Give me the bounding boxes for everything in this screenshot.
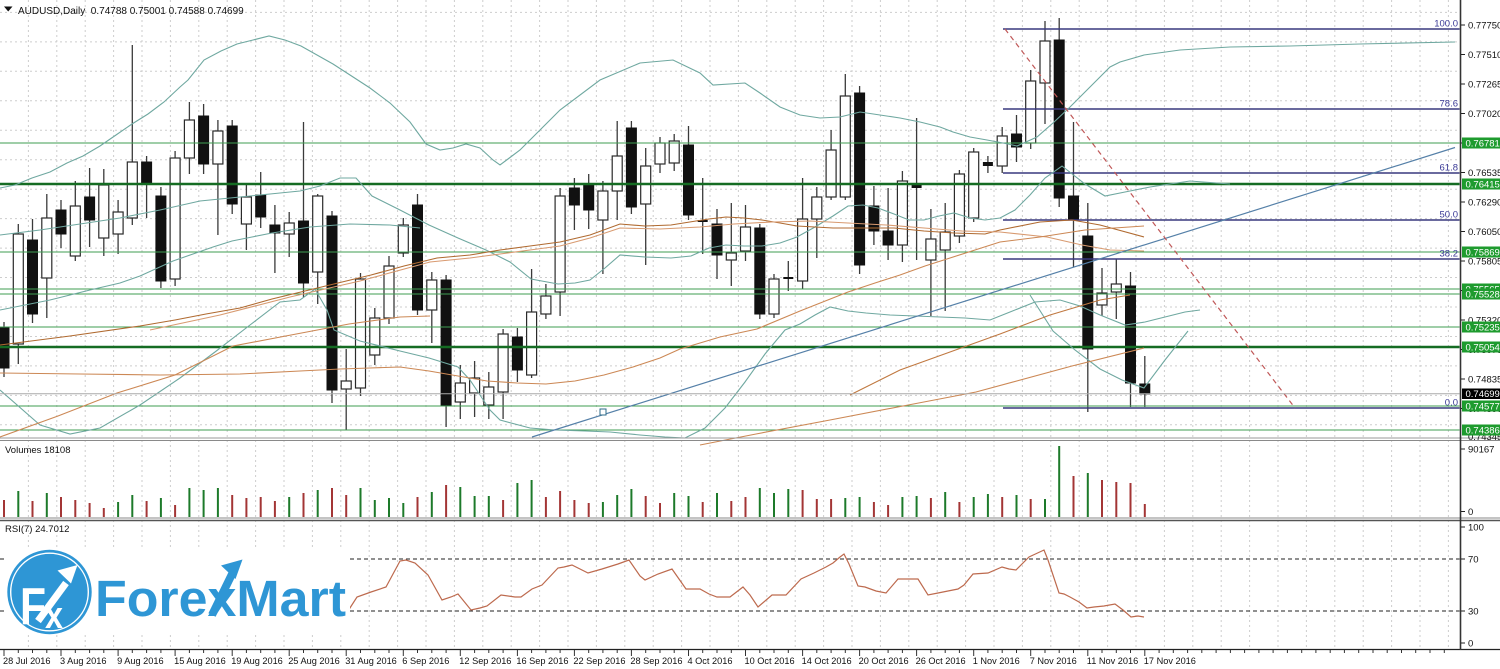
svg-text:7 Nov 2016: 7 Nov 2016 [1030,656,1077,666]
svg-text:22 Sep 2016: 22 Sep 2016 [573,656,625,666]
svg-text:9 Aug 2016: 9 Aug 2016 [117,656,164,666]
svg-text:15 Aug 2016: 15 Aug 2016 [174,656,226,666]
svg-text:0: 0 [1468,639,1473,650]
svg-text:0.74699: 0.74699 [1466,389,1500,400]
svg-text:10 Oct 2016: 10 Oct 2016 [745,656,795,666]
svg-text:28 Sep 2016: 28 Sep 2016 [630,656,682,666]
svg-text:61.8: 61.8 [1440,163,1459,174]
svg-text:25 Aug 2016: 25 Aug 2016 [288,656,340,666]
svg-text:26 Oct 2016: 26 Oct 2016 [916,656,966,666]
svg-text:0.76050: 0.76050 [1468,227,1500,238]
svg-text:38.2: 38.2 [1440,249,1459,260]
svg-text:12 Sep 2016: 12 Sep 2016 [459,656,511,666]
svg-text:0.75805: 0.75805 [1468,257,1500,268]
svg-text:16 Sep 2016: 16 Sep 2016 [516,656,568,666]
svg-text:RSI(7) 24.7012: RSI(7) 24.7012 [5,524,69,535]
svg-text:F: F [20,578,46,636]
svg-text:0.74835: 0.74835 [1468,375,1500,386]
svg-text:90167: 90167 [1468,445,1494,456]
svg-text:20 Oct 2016: 20 Oct 2016 [859,656,909,666]
svg-text:0.77510: 0.77510 [1468,50,1500,61]
svg-text:0.77750: 0.77750 [1468,21,1500,32]
svg-text:28 Jul 2016: 28 Jul 2016 [3,656,51,666]
svg-text:0.75054: 0.75054 [1466,343,1500,354]
svg-text:0.75235: 0.75235 [1466,323,1500,334]
svg-text:0.75869: 0.75869 [1466,248,1500,259]
svg-text:11 Nov 2016: 11 Nov 2016 [1087,656,1138,666]
svg-text:0.77265: 0.77265 [1468,80,1500,91]
svg-text:1 Nov 2016: 1 Nov 2016 [973,656,1020,666]
svg-text:31 Aug 2016: 31 Aug 2016 [345,656,397,666]
svg-text:3 Aug 2016: 3 Aug 2016 [60,656,107,666]
svg-text:AUDUSD,Daily 0.74788 0.75001: AUDUSD,Daily 0.74788 0.75001 0.74588 0.7… [18,6,244,17]
svg-text:4 Oct 2016: 4 Oct 2016 [688,656,733,666]
svg-text:0.76415: 0.76415 [1466,180,1500,191]
svg-text:0.0: 0.0 [1445,398,1458,409]
svg-text:0.74577: 0.74577 [1466,402,1500,413]
svg-text:0.75320: 0.75320 [1468,316,1500,327]
svg-text:0: 0 [1468,507,1473,518]
svg-text:100.0: 100.0 [1434,19,1458,30]
svg-text:50.0: 50.0 [1440,210,1459,221]
svg-text:100: 100 [1468,523,1484,534]
svg-text:14 Oct 2016: 14 Oct 2016 [802,656,852,666]
svg-text:17 Nov 2016: 17 Nov 2016 [1144,656,1196,666]
svg-text:30: 30 [1468,607,1479,618]
svg-text:0.76535: 0.76535 [1468,168,1500,179]
svg-text:0.76781: 0.76781 [1466,139,1500,150]
svg-text:0.75528: 0.75528 [1466,290,1500,301]
svg-text:x: x [45,595,63,637]
svg-text:19 Aug 2016: 19 Aug 2016 [231,656,283,666]
svg-text:Volumes 18108: Volumes 18108 [5,445,71,456]
svg-text:0.76290: 0.76290 [1468,198,1500,209]
svg-text:0.74386: 0.74386 [1466,426,1500,437]
svg-text:6 Sep 2016: 6 Sep 2016 [402,656,449,666]
svg-text:70: 70 [1468,555,1479,566]
svg-text:0.77020: 0.77020 [1468,109,1500,120]
svg-text:0.74345: 0.74345 [1468,432,1500,443]
svg-text:78.6: 78.6 [1440,99,1459,110]
